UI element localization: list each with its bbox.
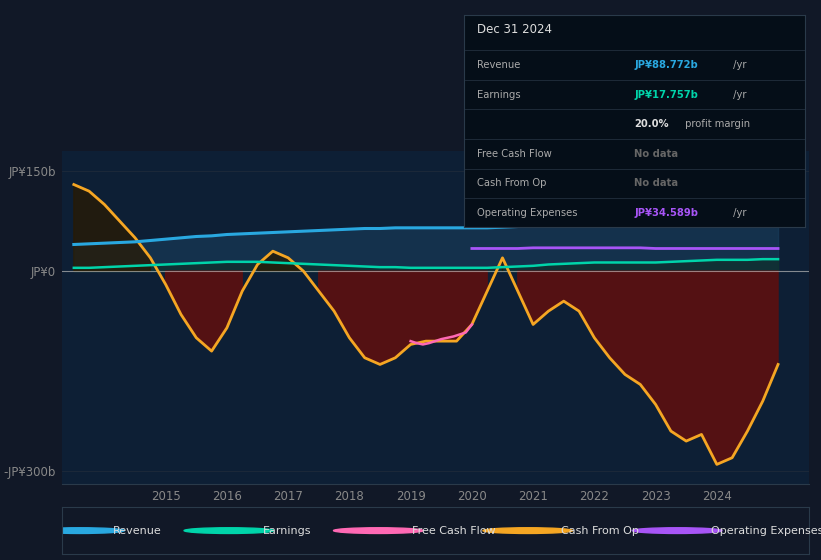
Circle shape [34,528,124,534]
Text: JP¥17.757b: JP¥17.757b [635,90,698,100]
Text: Earnings: Earnings [478,90,521,100]
Text: /yr: /yr [730,208,746,218]
Text: Revenue: Revenue [113,526,162,535]
Text: Revenue: Revenue [478,60,521,70]
Text: Earnings: Earnings [263,526,311,535]
Text: /yr: /yr [730,60,746,70]
Text: Operating Expenses: Operating Expenses [711,526,821,535]
Text: Dec 31 2024: Dec 31 2024 [478,24,553,36]
Circle shape [483,528,572,534]
Text: Free Cash Flow: Free Cash Flow [478,149,553,159]
Circle shape [632,528,722,534]
Text: No data: No data [635,149,678,159]
Text: JP¥88.772b: JP¥88.772b [635,60,698,70]
Circle shape [184,528,273,534]
Text: Cash From Op: Cash From Op [478,179,547,188]
Text: Cash From Op: Cash From Op [562,526,640,535]
Text: Operating Expenses: Operating Expenses [478,208,578,218]
Text: 20.0%: 20.0% [635,119,669,129]
Text: profit margin: profit margin [682,119,750,129]
Text: /yr: /yr [730,90,746,100]
Text: JP¥34.589b: JP¥34.589b [635,208,698,218]
Circle shape [333,528,423,534]
Text: No data: No data [635,179,678,188]
Text: Free Cash Flow: Free Cash Flow [412,526,496,535]
